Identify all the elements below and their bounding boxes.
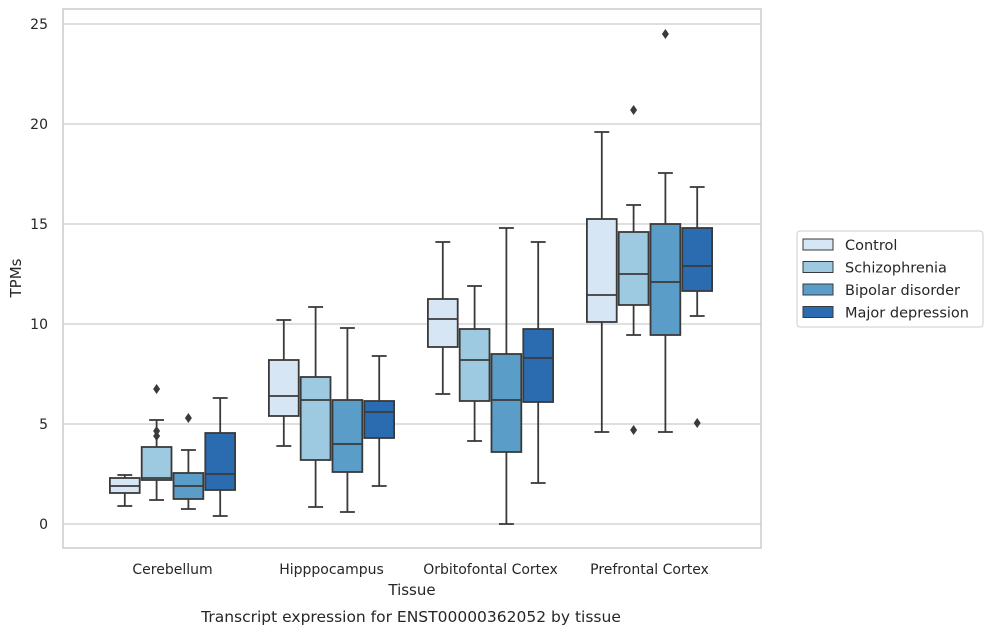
legend-swatch (802, 261, 834, 273)
y-tick-label: 10 (30, 317, 48, 333)
box-control (586, 131, 618, 433)
box-bipolar-disorder (649, 29, 682, 433)
y-tick-label: 0 (39, 517, 48, 533)
x-tick-labels: Cerebellum Hipppocampus Orbitofontal Corte… (132, 562, 708, 578)
box-iqr (586, 218, 618, 323)
outlier-point (153, 384, 161, 394)
legend-swatch (802, 283, 834, 296)
y-tick-label: 5 (39, 417, 48, 433)
box-iqr (490, 353, 523, 453)
box-iqr (617, 231, 650, 306)
y-tick-label: 15 (30, 217, 48, 233)
box-major-depression (522, 241, 554, 484)
box-major-depression (204, 397, 237, 517)
box-control (267, 319, 300, 447)
outlier-point (630, 105, 638, 115)
box-schizophrenia (140, 384, 173, 501)
outlier-point (661, 29, 669, 39)
box-iqr (522, 328, 554, 403)
legend-frame (796, 230, 984, 328)
box-bipolar-disorder (331, 327, 364, 513)
legend-label: Bipolar disorder (845, 283, 960, 299)
box-major-depression (363, 355, 395, 487)
legend-label: Control (845, 238, 897, 254)
legend: Control Schizophrenia Bipolar disorder Majo… (796, 230, 984, 328)
box-iqr (426, 298, 459, 348)
legend-swatch (802, 238, 834, 251)
box-schizophrenia (458, 285, 491, 442)
chart-caption: Transcript expression for ENST0000036205… (200, 608, 621, 626)
box-iqr (331, 399, 364, 473)
box-iqr (267, 359, 300, 417)
x-tick-label: Hipppocampus (279, 562, 384, 578)
box-bipolar-disorder (172, 413, 205, 510)
outlier-point (184, 413, 192, 423)
box-iqr (140, 446, 173, 481)
y-tick-label: 25 (30, 17, 48, 33)
x-tick-label: Prefrontal Cortex (590, 562, 709, 578)
y-tick-label: 20 (30, 117, 48, 133)
x-tick-label: Cerebellum (132, 562, 212, 578)
legend-label: Schizophrenia (845, 261, 947, 277)
box-bipolar-disorder (490, 227, 523, 525)
outlier-point (693, 418, 701, 428)
x-axis-title: Tissue (387, 581, 435, 599)
legend-label: Major depression (845, 306, 969, 322)
plot-frame (62, 8, 762, 549)
box-control (109, 474, 141, 507)
box-iqr (363, 400, 395, 439)
outlier-point (630, 425, 638, 435)
box-iqr (681, 227, 713, 292)
x-tick-label: Orbitofontal Cortex (423, 562, 558, 578)
outlier-point (153, 431, 161, 441)
box-schizophrenia (617, 105, 650, 435)
box-groups (109, 29, 713, 525)
grid-lines (63, 23, 761, 525)
y-tick-labels: 0 5 10 15 20 25 (30, 17, 48, 533)
box-major-depression (681, 186, 713, 428)
box-iqr (204, 432, 237, 491)
box-schizophrenia (299, 306, 332, 508)
box-iqr (458, 328, 491, 402)
box-control (426, 241, 459, 395)
legend-swatch (802, 306, 834, 318)
y-axis-title: TPMs (7, 258, 25, 298)
box-iqr (649, 223, 682, 336)
box-iqr (299, 376, 332, 461)
